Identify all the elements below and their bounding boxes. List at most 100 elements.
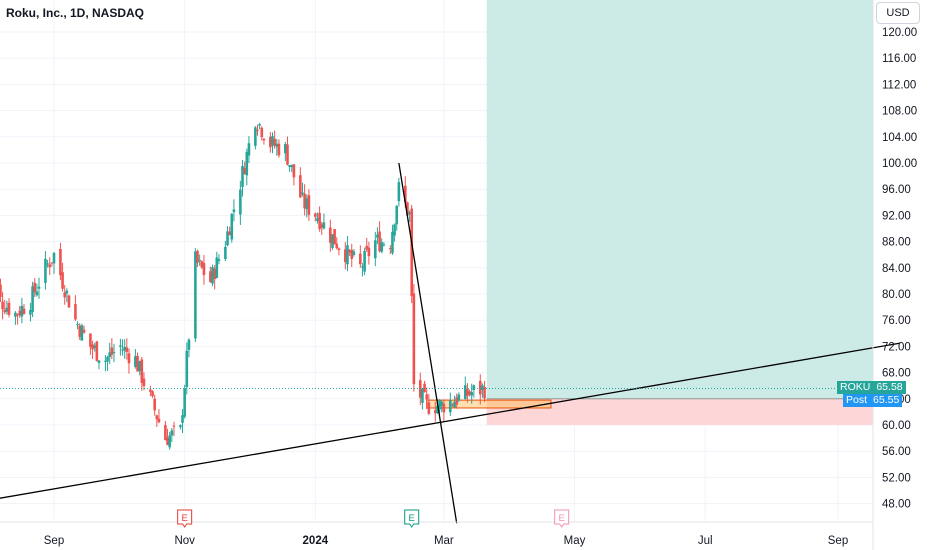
candle-body bbox=[440, 401, 444, 406]
candle-body bbox=[318, 212, 321, 230]
earnings-marker[interactable]: E bbox=[404, 509, 420, 528]
candle-body bbox=[335, 243, 339, 249]
earnings-marker[interactable]: E bbox=[177, 509, 193, 528]
candle-body bbox=[442, 403, 446, 413]
candle-body bbox=[451, 404, 454, 406]
candle-body bbox=[151, 391, 154, 397]
earnings-label: E bbox=[409, 513, 415, 524]
candle-body bbox=[374, 240, 377, 259]
candle-body bbox=[299, 175, 302, 198]
candle-body bbox=[153, 398, 156, 411]
x-tick-label: Mar bbox=[434, 535, 454, 547]
candle-body bbox=[3, 309, 7, 313]
candle-body bbox=[168, 435, 171, 448]
y-tick-label: 88.00 bbox=[882, 237, 911, 249]
candle-body bbox=[67, 295, 71, 308]
candle-body bbox=[425, 394, 429, 400]
candle-body bbox=[155, 415, 159, 420]
candle-body bbox=[217, 259, 221, 262]
candle-body bbox=[260, 127, 264, 138]
y-tick-label: 80.00 bbox=[882, 289, 911, 301]
candle-body bbox=[232, 209, 236, 213]
candle-body bbox=[333, 229, 336, 245]
candle-body bbox=[78, 325, 82, 337]
candle-body bbox=[391, 231, 394, 254]
x-tick-label: Sep bbox=[44, 535, 64, 547]
last-price-value: 65.58 bbox=[876, 381, 903, 394]
candle-body bbox=[320, 224, 324, 228]
candle-body bbox=[50, 262, 54, 264]
candle-body bbox=[314, 213, 317, 217]
candle-body bbox=[181, 415, 184, 423]
post-price-label: Post bbox=[846, 394, 868, 407]
y-tick-label: 100.00 bbox=[882, 158, 917, 170]
y-tick-label: 76.00 bbox=[882, 315, 911, 327]
candle-body bbox=[16, 314, 19, 316]
y-tick-label: 56.00 bbox=[882, 446, 911, 458]
candle-body bbox=[316, 217, 319, 222]
candle-body bbox=[483, 387, 486, 399]
candle-body bbox=[33, 282, 37, 293]
y-tick-label: 68.00 bbox=[882, 368, 911, 380]
candle-body bbox=[436, 405, 439, 413]
y-tick-label: 72.00 bbox=[882, 341, 911, 353]
candle-body bbox=[404, 185, 407, 203]
candle-body bbox=[198, 260, 201, 262]
candle-body bbox=[395, 205, 399, 225]
candle-body bbox=[389, 248, 392, 250]
candle-body bbox=[448, 400, 452, 413]
candle-body bbox=[262, 138, 266, 141]
candle-body bbox=[211, 267, 214, 284]
candle-body bbox=[423, 383, 426, 393]
candle-body bbox=[284, 144, 287, 154]
candle-body bbox=[187, 339, 191, 350]
x-tick-label: Sep bbox=[828, 535, 848, 547]
candle-body bbox=[361, 266, 364, 268]
y-tick-label: 108.00 bbox=[882, 106, 917, 118]
candle-body bbox=[359, 253, 362, 265]
candle-body bbox=[273, 138, 276, 146]
y-tick-label: 60.00 bbox=[882, 420, 911, 432]
earnings-marker[interactable]: E bbox=[554, 509, 570, 528]
x-tick-label: Nov bbox=[174, 535, 195, 547]
candle-body bbox=[136, 355, 139, 372]
candle-body bbox=[271, 136, 274, 146]
candle-body bbox=[123, 346, 126, 351]
earnings-badge bbox=[554, 509, 570, 528]
earnings-label: E bbox=[559, 513, 565, 524]
symbol-title[interactable]: Roku, Inc., 1D, NASDAQ bbox=[6, 6, 145, 20]
candle-body bbox=[378, 231, 381, 252]
candle-body bbox=[93, 345, 96, 348]
candle-body bbox=[433, 410, 437, 414]
y-tick-label: 120.00 bbox=[882, 27, 917, 39]
y-tick-label: 116.00 bbox=[882, 53, 916, 65]
candle-body bbox=[110, 347, 114, 355]
candle-body bbox=[301, 192, 304, 195]
candle-body bbox=[48, 264, 52, 268]
candle-body bbox=[213, 268, 216, 280]
y-tick-label: 96.00 bbox=[882, 184, 911, 196]
candle-body bbox=[119, 345, 122, 347]
candle-body bbox=[230, 213, 234, 240]
candle-body bbox=[241, 165, 244, 187]
candle-body bbox=[166, 437, 169, 445]
candle-body bbox=[215, 257, 219, 278]
candle-body bbox=[127, 353, 131, 364]
candle-body bbox=[61, 272, 64, 289]
candle-body bbox=[466, 389, 469, 396]
candle-body bbox=[80, 325, 84, 341]
currency-selector[interactable]: USD bbox=[876, 2, 920, 24]
candle-body bbox=[228, 231, 231, 236]
candle-body bbox=[46, 263, 49, 265]
candle-body bbox=[157, 418, 161, 423]
candle-body bbox=[65, 290, 69, 294]
candle-body bbox=[337, 248, 341, 251]
candle-body bbox=[258, 124, 261, 126]
candle-body bbox=[59, 249, 62, 276]
candle-body bbox=[1, 301, 4, 310]
candle-body bbox=[202, 262, 206, 276]
candle-body bbox=[275, 143, 279, 147]
candle-body bbox=[376, 234, 379, 238]
candle-body bbox=[224, 246, 227, 259]
